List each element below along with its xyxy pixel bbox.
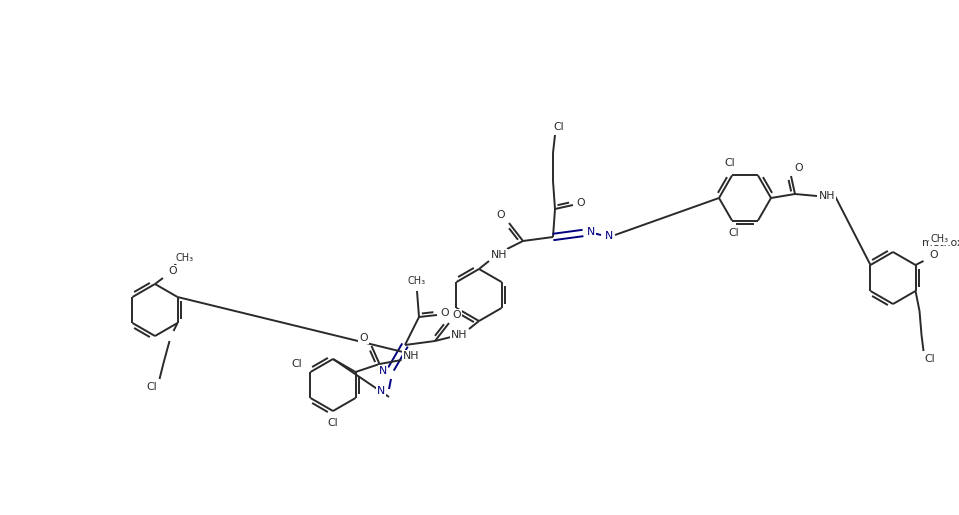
Text: O: O (360, 333, 368, 343)
Text: Cl: Cl (292, 359, 302, 369)
Text: O: O (576, 198, 585, 208)
Text: CH₃: CH₃ (175, 253, 194, 263)
Text: N: N (379, 366, 387, 376)
Text: CH₃: CH₃ (408, 276, 426, 286)
Text: NH: NH (404, 351, 420, 361)
Text: NH: NH (451, 330, 467, 340)
Text: CH₃: CH₃ (930, 234, 948, 244)
Text: Cl: Cl (729, 228, 739, 237)
Text: O: O (453, 310, 461, 320)
Text: O: O (795, 163, 804, 173)
Text: Cl: Cl (328, 418, 339, 428)
Text: N: N (605, 231, 613, 241)
Text: O: O (441, 308, 450, 318)
Text: N: N (587, 227, 596, 237)
Text: NH: NH (819, 191, 835, 201)
Text: Cl: Cl (553, 122, 564, 132)
Text: NH: NH (491, 250, 507, 260)
Text: Cl: Cl (924, 354, 935, 364)
Text: O: O (929, 250, 938, 260)
Text: N: N (377, 386, 386, 396)
Text: methoxy: methoxy (922, 238, 959, 248)
Text: O: O (497, 210, 505, 220)
Text: Cl: Cl (725, 159, 736, 168)
Text: Cl: Cl (146, 382, 157, 392)
Text: O: O (169, 266, 177, 276)
